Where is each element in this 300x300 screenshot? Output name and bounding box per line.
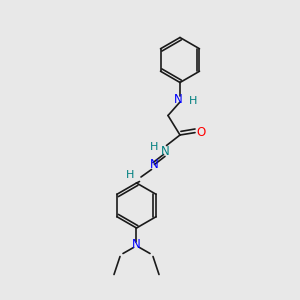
Text: N: N <box>150 158 159 172</box>
Text: O: O <box>196 126 206 139</box>
Text: N: N <box>160 145 169 158</box>
Text: N: N <box>174 93 183 106</box>
Text: N: N <box>132 238 141 251</box>
Text: H: H <box>150 142 158 152</box>
Text: H: H <box>189 96 198 106</box>
Text: H: H <box>126 169 134 180</box>
